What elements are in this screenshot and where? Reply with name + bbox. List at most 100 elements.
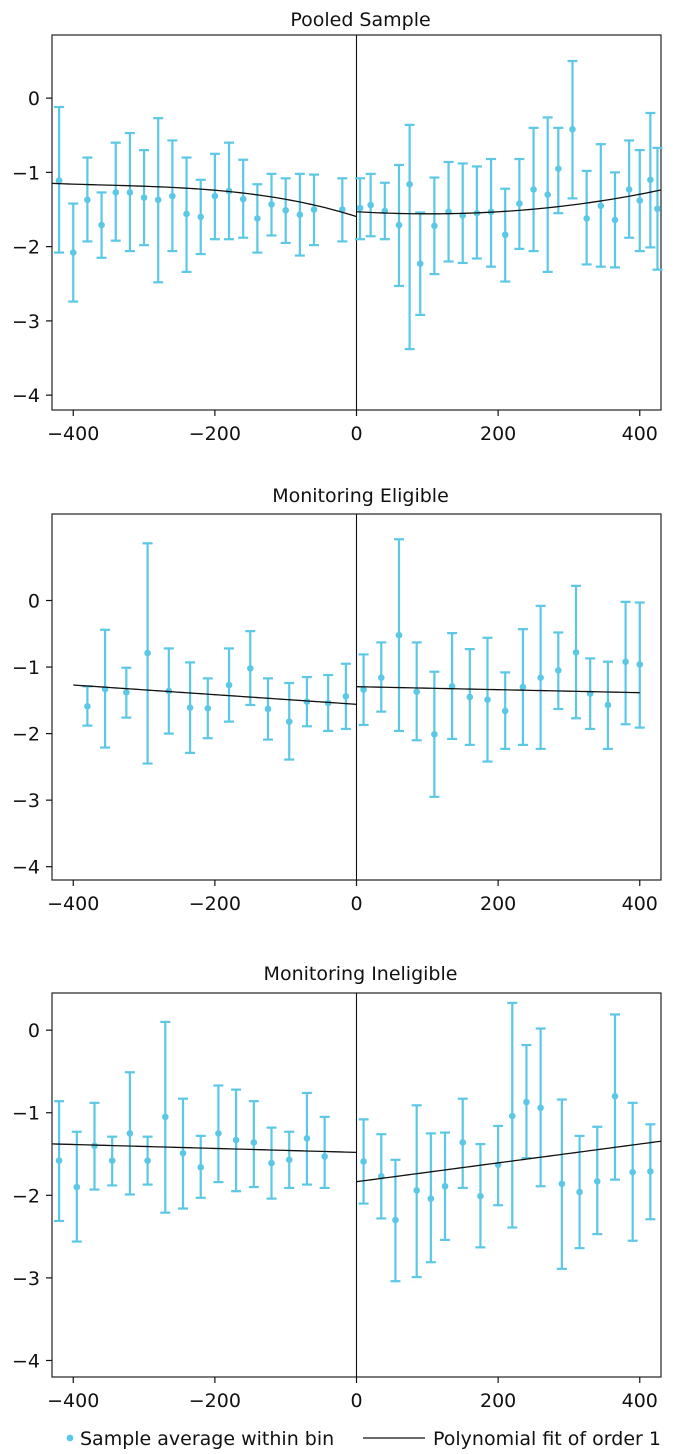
data-point <box>576 1188 583 1196</box>
data-point-group <box>464 647 475 747</box>
data-point <box>186 704 194 711</box>
data-point-group <box>585 657 596 731</box>
data-point-group <box>634 601 645 729</box>
data-point <box>356 204 364 212</box>
data-point <box>622 658 629 666</box>
data-point <box>537 1104 544 1112</box>
data-point <box>282 206 289 214</box>
data-point-group <box>68 202 79 303</box>
data-point <box>310 206 318 213</box>
data-point-group <box>411 641 422 742</box>
y-tick-label: −1 <box>12 1103 40 1125</box>
data-point-group <box>139 148 150 247</box>
data-point <box>413 1187 420 1194</box>
data-point <box>395 631 403 639</box>
data-point <box>268 1159 275 1167</box>
data-point <box>91 1142 98 1150</box>
data-point-group <box>447 632 458 741</box>
data-point <box>441 1182 449 1190</box>
y-tick-label: 0 <box>28 88 40 110</box>
x-tick-label: −400 <box>47 423 99 445</box>
data-point-group <box>634 148 645 253</box>
data-point-group <box>425 1132 436 1264</box>
data-point <box>144 649 151 657</box>
data-point <box>431 222 438 230</box>
data-point-group <box>340 662 351 731</box>
data-point <box>339 206 346 213</box>
data-point <box>126 189 134 196</box>
data-point-group <box>624 139 635 239</box>
data-point-group <box>54 105 65 254</box>
y-tick-label: −1 <box>12 657 40 679</box>
data-point-group <box>379 181 390 241</box>
data-point-group <box>142 1135 153 1186</box>
data-point-group <box>542 116 553 273</box>
data-point <box>593 1177 601 1185</box>
data-point <box>377 674 385 682</box>
data-point <box>285 1156 293 1164</box>
data-point-group <box>121 666 132 719</box>
x-tick-label: 400 <box>622 893 658 915</box>
data-point-group <box>319 1115 330 1189</box>
data-point-group <box>301 1091 312 1186</box>
data-point <box>303 698 311 705</box>
data-point-group <box>475 1143 486 1249</box>
y-tick-label: −4 <box>12 857 40 879</box>
legend-line-label: Polynomial fit of order 1 <box>433 1428 661 1450</box>
data-point-group <box>365 172 376 238</box>
data-point-group <box>202 677 213 740</box>
data-point-group <box>358 1118 369 1205</box>
data-point <box>416 260 424 268</box>
data-point-group <box>107 1135 118 1187</box>
data-point-group <box>284 1130 295 1189</box>
data-point <box>519 683 527 691</box>
data-point <box>197 213 205 221</box>
data-point-group <box>517 628 528 747</box>
data-point-group <box>429 176 440 276</box>
data-point-group <box>440 1131 451 1242</box>
x-tick-label: −200 <box>189 1390 241 1412</box>
data-point-group <box>500 187 511 283</box>
data-point-group <box>82 156 93 243</box>
data-point <box>569 126 576 133</box>
data-point-group <box>224 647 235 723</box>
data-point-group <box>294 172 305 257</box>
data-point <box>211 192 219 200</box>
data-point <box>225 681 233 689</box>
data-point <box>508 1112 516 1120</box>
data-point <box>583 215 590 222</box>
data-point-group <box>645 1123 656 1221</box>
x-tick-label: 200 <box>480 423 516 445</box>
fit-line <box>51 182 357 218</box>
data-point-group <box>181 156 192 273</box>
data-point-group <box>89 1101 100 1191</box>
y-tick-label: −4 <box>12 385 40 407</box>
data-point <box>360 1158 367 1165</box>
data-point <box>636 661 644 668</box>
x-tick-label: 400 <box>622 1390 658 1412</box>
data-point-group <box>337 177 348 243</box>
data-point-group <box>248 1100 259 1189</box>
data-point <box>431 730 438 738</box>
data-point-group <box>592 1125 603 1236</box>
data-point-group <box>309 173 320 247</box>
data-point-group <box>514 157 525 250</box>
data-point <box>140 194 148 201</box>
data-point-group <box>262 677 273 741</box>
y-tick-label: −4 <box>12 1350 40 1372</box>
data-point <box>296 211 304 219</box>
data-point-group <box>609 1013 620 1181</box>
x-tick-label: 0 <box>350 893 362 915</box>
legend-marker-icon <box>66 1434 74 1442</box>
data-point <box>647 1168 654 1175</box>
x-tick-label: −400 <box>47 1390 99 1412</box>
data-point-group <box>571 584 582 720</box>
data-point <box>555 667 562 674</box>
data-point-group <box>280 177 291 245</box>
data-point <box>55 177 63 184</box>
data-point <box>197 1163 205 1171</box>
data-point-group <box>266 172 277 237</box>
data-point-group <box>252 183 263 254</box>
data-point-group <box>482 636 493 763</box>
